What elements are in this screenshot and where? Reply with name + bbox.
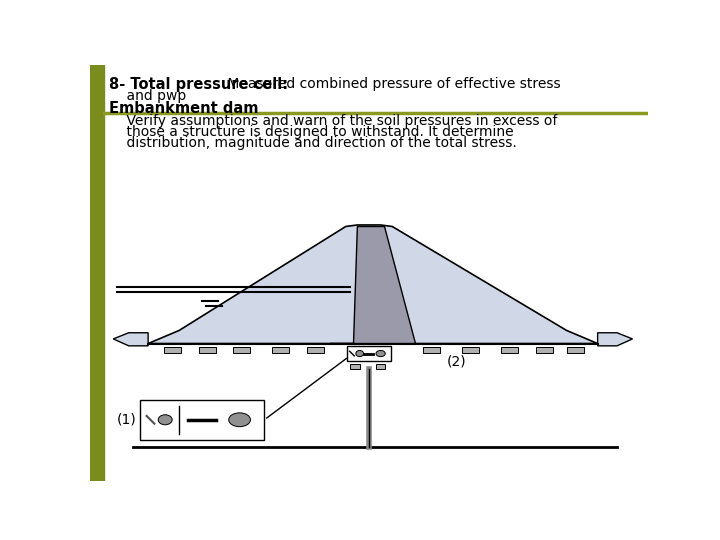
Text: Measured combined pressure of effective stress: Measured combined pressure of effective … xyxy=(223,77,561,91)
Polygon shape xyxy=(598,333,632,346)
Bar xyxy=(163,347,181,353)
Text: (1): (1) xyxy=(117,413,137,427)
Bar xyxy=(536,347,553,353)
Bar xyxy=(90,65,104,481)
Ellipse shape xyxy=(229,413,251,427)
Bar xyxy=(376,364,385,369)
Ellipse shape xyxy=(376,350,385,356)
Text: distribution, magnitude and direction of the total stress.: distribution, magnitude and direction of… xyxy=(109,136,517,150)
Bar xyxy=(500,347,518,353)
Text: 8- Total pressure cell:: 8- Total pressure cell: xyxy=(109,77,289,92)
Bar xyxy=(272,347,289,353)
Text: (2): (2) xyxy=(446,354,466,368)
Ellipse shape xyxy=(356,350,364,356)
Bar xyxy=(307,347,324,353)
Bar xyxy=(462,347,479,353)
Bar xyxy=(233,347,251,353)
Polygon shape xyxy=(330,226,415,343)
Text: and pwp: and pwp xyxy=(109,89,186,103)
Polygon shape xyxy=(113,333,148,346)
Bar xyxy=(423,347,441,353)
Bar xyxy=(140,400,264,440)
Bar xyxy=(567,347,584,353)
Bar xyxy=(346,346,392,361)
Text: those a structure is designed to withstand. It determine: those a structure is designed to withsta… xyxy=(109,125,514,139)
Bar xyxy=(351,364,360,369)
Polygon shape xyxy=(148,225,598,343)
Ellipse shape xyxy=(158,415,172,425)
Bar xyxy=(199,347,215,353)
Text: Embankment dam: Embankment dam xyxy=(109,101,259,116)
Text: Verify assumptions and warn of the soil pressures in excess of: Verify assumptions and warn of the soil … xyxy=(109,114,558,128)
